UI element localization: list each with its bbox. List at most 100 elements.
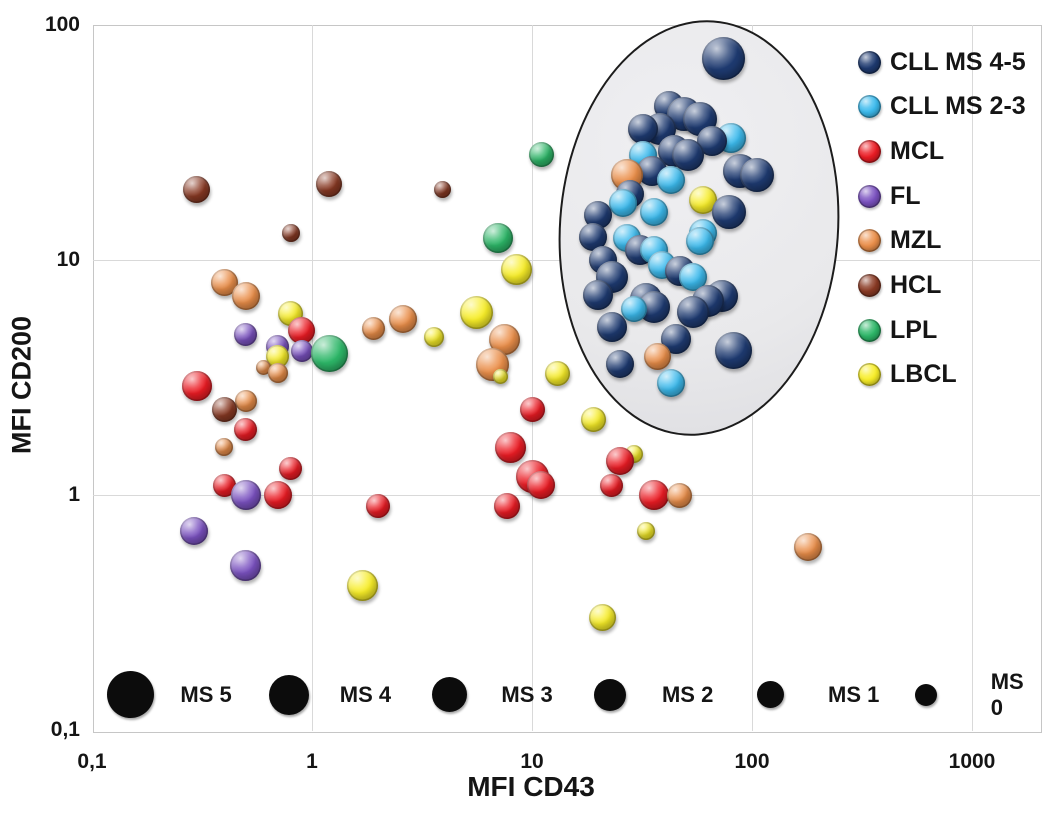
y-tick-label: 0,1 [50, 718, 80, 741]
data-point-mcl [212, 473, 236, 497]
data-point-cll-ms-4-5 [677, 296, 710, 329]
ball-gloss [628, 114, 659, 145]
data-point-cll-ms-4-5 [583, 279, 614, 310]
size-dot-ms-3 [431, 677, 467, 713]
data-point-cll-ms-4-5 [714, 332, 752, 370]
ball-gloss [685, 227, 714, 256]
data-point-lbcl [347, 570, 379, 602]
y-tick-label: 100 [44, 13, 80, 36]
legend-item-lpl: LPL [858, 308, 937, 352]
size-label-ms-0: MS 0 [990, 668, 1024, 720]
data-point-mcl [279, 456, 303, 480]
y-tick-label: 1 [68, 483, 80, 506]
x-tick-label: 10 [520, 750, 544, 773]
ball-gloss [605, 350, 634, 379]
data-point-lpl [528, 142, 554, 168]
size-dot-ms-1 [757, 681, 785, 709]
data-point-lbcl [493, 368, 509, 384]
ball-gloss [482, 223, 513, 254]
data-point-fl [230, 550, 262, 582]
gridline-vertical [312, 25, 313, 731]
ball-gloss [347, 570, 379, 602]
ball-gloss [212, 473, 236, 497]
ball-gloss [234, 323, 258, 347]
ball-gloss [215, 438, 234, 457]
ball-gloss [640, 198, 669, 227]
size-label-ms-1: MS 1 [828, 681, 880, 707]
ball-gloss [671, 138, 704, 171]
ball-gloss [230, 480, 261, 510]
ball-gloss [433, 180, 451, 198]
data-point-fl [230, 480, 261, 510]
data-point-cll-ms-4-5 [701, 37, 745, 81]
ball-gloss [739, 157, 774, 192]
data-point-hcl [211, 397, 237, 423]
ball-gloss [596, 311, 627, 342]
data-point-mcl [263, 481, 292, 509]
x-tick-label: 0,1 [77, 750, 107, 773]
data-point-cll-ms-2-3 [657, 368, 686, 397]
ball-gloss [231, 282, 260, 311]
ball-gloss [712, 195, 747, 230]
data-point-mzl [267, 363, 288, 384]
data-point-fl [290, 339, 313, 362]
data-point-mcl [519, 397, 545, 423]
ball-gloss [600, 473, 624, 497]
ball-gloss [366, 493, 391, 518]
data-point-cll-ms-2-3 [657, 165, 686, 194]
data-point-lpl [482, 223, 513, 254]
data-point-mzl [643, 342, 671, 370]
legend-marker-icon [858, 95, 881, 119]
ball-gloss [500, 254, 532, 286]
ball-gloss [181, 371, 212, 402]
legend-label: MZL [890, 226, 942, 255]
legend-marker-icon [858, 50, 881, 74]
legend-label: LPL [890, 315, 938, 344]
data-point-mzl [234, 390, 257, 413]
data-point-mcl [605, 446, 634, 475]
legend-item-mzl: MZL [858, 219, 941, 263]
y-axis-title: MFI CD200 [6, 315, 37, 455]
ball-gloss [279, 456, 303, 480]
legend-item-mcl: MCL [858, 129, 944, 173]
data-point-cll-ms-2-3 [609, 188, 638, 217]
ball-gloss [424, 327, 445, 348]
data-point-lbcl [460, 295, 494, 329]
data-point-hcl [433, 180, 451, 198]
data-point-mzl [231, 282, 260, 311]
legend-marker-icon [858, 229, 881, 253]
data-point-lbcl [544, 360, 570, 386]
ball-gloss [460, 295, 494, 329]
data-point-mcl [495, 431, 527, 463]
data-point-hcl [316, 171, 343, 198]
legend-marker-icon [858, 139, 881, 163]
data-point-lbcl [580, 406, 606, 432]
data-point-hcl [281, 224, 300, 243]
ball-gloss [288, 317, 316, 345]
x-tick-label: 1000 [948, 750, 996, 773]
ball-gloss [667, 482, 693, 508]
ball-gloss [609, 188, 638, 217]
data-point-mzl [215, 438, 234, 457]
data-point-lbcl [500, 254, 532, 286]
ball-gloss [179, 517, 208, 546]
ball-gloss [316, 171, 343, 198]
legend-label: CLL MS 2-3 [890, 92, 1026, 121]
ball-gloss [495, 431, 527, 463]
ball-gloss [255, 359, 271, 375]
size-dot-ms-0 [914, 683, 937, 706]
ball-gloss [234, 390, 257, 413]
size-dot-ms-2 [594, 678, 627, 711]
ball-gloss [589, 604, 617, 632]
ball-gloss [544, 360, 570, 386]
legend-item-cll-ms-2-3: CLL MS 2-3 [858, 85, 1026, 129]
data-point-mzl [361, 317, 385, 341]
data-point-lbcl [266, 344, 290, 368]
ball-gloss [266, 344, 290, 368]
legend-item-cll-ms-4-5: CLL MS 4-5 [858, 40, 1026, 84]
data-point-lbcl [424, 327, 445, 348]
data-point-mcl [494, 492, 521, 519]
ball-gloss [267, 363, 288, 384]
data-point-cll-ms-4-5 [739, 157, 774, 192]
